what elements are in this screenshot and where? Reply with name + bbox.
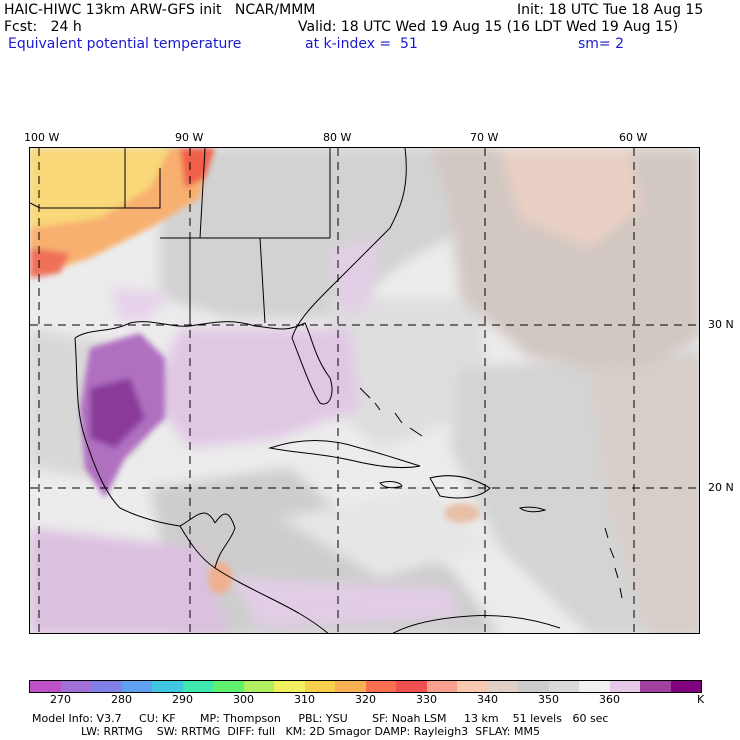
model-title: HAIC-HIWC 13km ARW-GFS init NCAR/MMM <box>4 2 316 18</box>
lon-label-70w: 70 W <box>470 131 499 144</box>
colorbar-tick-350: 350 <box>538 693 559 706</box>
colorbar-tick-320: 320 <box>355 693 376 706</box>
smoothing: sm= 2 <box>578 36 625 52</box>
map-panel <box>29 147 700 634</box>
model-info-line2: LW: RRTMG SW: RRTMG DIFF: full KM: 2D Sm… <box>32 725 540 738</box>
lat-label-20n: 20 N <box>708 481 734 494</box>
colorbar-swatch-1 <box>60 681 91 692</box>
colorbar-swatch-13 <box>426 681 457 692</box>
colorbar-tick-300: 300 <box>233 693 254 706</box>
k-index: at k-index = 51 <box>305 36 418 52</box>
colorbar-swatch-21 <box>670 681 701 692</box>
lon-label-60w: 60 W <box>619 131 648 144</box>
colorbar-swatch-14 <box>457 681 488 692</box>
valid-time: Valid: 18 UTC Wed 19 Aug 15 (16 LDT Wed … <box>298 19 679 35</box>
field-lavender-regions <box>30 238 460 633</box>
colorbar-tick-330: 330 <box>416 693 437 706</box>
colorbar-swatch-11 <box>365 681 396 692</box>
theta-e-field <box>30 148 699 633</box>
colorbar-swatch-10 <box>335 681 366 692</box>
colorbar-tick-270: 270 <box>50 693 71 706</box>
colorbar-swatch-3 <box>121 681 152 692</box>
colorbar-unit: K <box>697 693 705 706</box>
colorbar-tick-360: 360 <box>599 693 620 706</box>
lon-label-100w: 100 W <box>24 131 60 144</box>
init-time: Init: 18 UTC Tue 18 Aug 15 <box>517 2 704 18</box>
lon-label-90w: 90 W <box>175 131 204 144</box>
colorbar-swatch-0 <box>30 681 61 692</box>
colorbar-swatch-15 <box>487 681 518 692</box>
model-info-line1: Model Info: V3.7 CU: KF MP: Thompson PBL… <box>32 712 609 725</box>
colorbar-swatch-9 <box>304 681 335 692</box>
field-name: Equivalent potential temperature <box>8 36 242 52</box>
colorbar-tick-310: 310 <box>294 693 315 706</box>
forecast-hour: Fcst: 24 h <box>4 19 82 35</box>
colorbar-swatch-8 <box>274 681 305 692</box>
political-boundaries <box>30 148 623 633</box>
colorbar-swatch-7 <box>243 681 274 692</box>
colorbar-swatch-12 <box>396 681 427 692</box>
colorbar-swatch-2 <box>91 681 122 692</box>
colorbar-swatch-4 <box>152 681 183 692</box>
colorbar-swatch-5 <box>182 681 213 692</box>
colorbar-tick-290: 290 <box>172 693 193 706</box>
field-salmon-spots <box>208 503 480 594</box>
colorbar-swatch-20 <box>640 681 671 692</box>
colorbar-swatch-18 <box>579 681 610 692</box>
colorbar-tick-340: 340 <box>477 693 498 706</box>
field-purple-max <box>80 333 165 498</box>
latlon-grid <box>30 148 699 633</box>
field-tan-regions <box>430 148 699 633</box>
colorbar-swatch-19 <box>609 681 640 692</box>
colorbar-swatch-17 <box>548 681 579 692</box>
colorbar-swatch-6 <box>213 681 244 692</box>
lat-label-30n: 30 N <box>708 318 734 331</box>
lon-label-80w: 80 W <box>323 131 352 144</box>
colorbar-swatch-16 <box>518 681 549 692</box>
colorbar-tick-280: 280 <box>111 693 132 706</box>
colorbar <box>29 680 702 693</box>
